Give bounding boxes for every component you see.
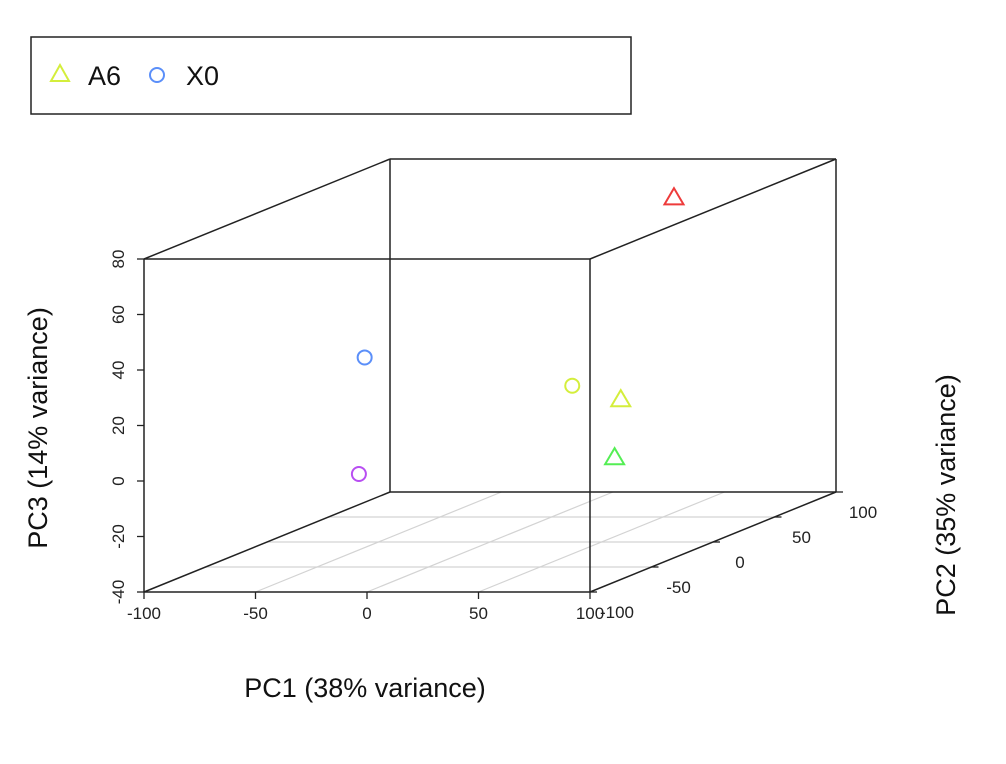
bottom-plane-grid [205, 491, 775, 593]
x-tick-label: -50 [243, 604, 268, 623]
data-point-circle [350, 466, 367, 483]
box-edge [143, 491, 391, 593]
plot-box [143, 158, 837, 593]
legend: A6 X0 [30, 36, 632, 115]
z-tick-label: 0 [109, 476, 128, 485]
x-axis-title: PC1 (38% variance) [244, 673, 486, 703]
legend-a6-triangle-icon [49, 62, 71, 82]
data-points [350, 186, 686, 483]
legend-label-x0: X0 [186, 61, 219, 91]
y-tick-label: 100 [849, 503, 877, 522]
z-tick-label: -40 [109, 580, 128, 605]
legend-box [30, 36, 632, 115]
data-point-triangle [662, 186, 686, 206]
x-tick-label: 50 [469, 604, 488, 623]
y-tick-label: -50 [666, 578, 691, 597]
data-point-circle [356, 349, 373, 366]
z-tick-labels: -40 -20 0 20 40 60 80 [109, 250, 128, 605]
z-axis-title: PC3 (14% variance) [23, 307, 53, 549]
x-tick-labels: -100 -50 0 50 100 [127, 604, 604, 623]
data-point-triangle [603, 446, 626, 466]
legend-x0-circle-icon [149, 67, 165, 83]
x-tick-label: 100 [576, 604, 604, 623]
z-tick-label: 40 [109, 361, 128, 380]
z-tick-label: -20 [109, 524, 128, 549]
x-tick-label: -100 [127, 604, 161, 623]
box-edge [589, 158, 837, 260]
y-tick-label: -100 [600, 603, 634, 622]
y-tick-label: 50 [792, 528, 811, 547]
z-tick-label: 60 [109, 305, 128, 324]
tick-marks [137, 258, 843, 599]
data-point-circle [564, 377, 581, 394]
box-edge [143, 158, 391, 260]
y-axis-title: PC2 (35% variance) [931, 374, 961, 616]
x-tick-label: 0 [362, 604, 371, 623]
legend-label-a6: A6 [88, 61, 121, 91]
data-point-triangle [609, 388, 632, 408]
z-tick-label: 80 [109, 250, 128, 269]
y-tick-label: 0 [735, 553, 744, 572]
y-tick-labels: -100 -50 0 50 100 [600, 503, 877, 622]
z-tick-label: 20 [109, 416, 128, 435]
